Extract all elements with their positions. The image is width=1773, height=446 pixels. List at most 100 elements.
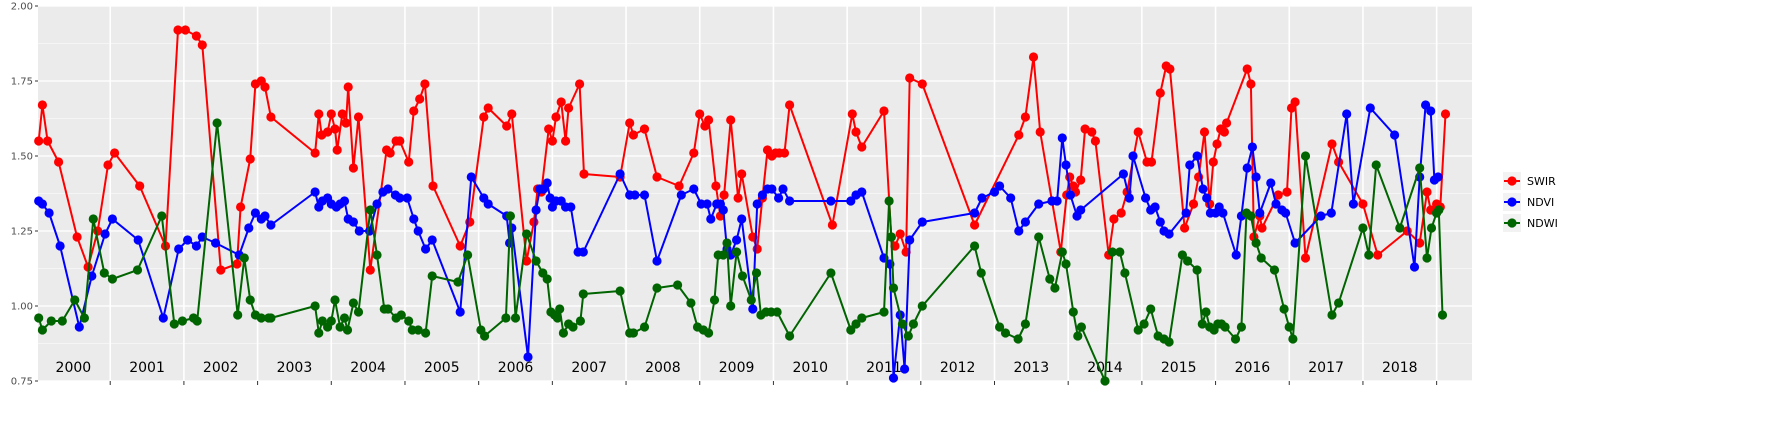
y-tick-label: 1.00 xyxy=(11,302,33,313)
ndwi-point xyxy=(335,322,345,332)
ndwi-point xyxy=(1100,376,1110,386)
ndvi-point xyxy=(1128,151,1138,161)
ndwi-point xyxy=(1197,319,1207,329)
ndwi-point xyxy=(718,250,728,260)
ndvi-point xyxy=(888,373,899,383)
swir-point xyxy=(404,157,414,167)
year-label: 2010 xyxy=(792,360,828,376)
swir-point xyxy=(1208,157,1218,167)
ndwi-point xyxy=(1334,298,1344,308)
swir-point xyxy=(625,118,635,128)
y-tick-label: 0.75 xyxy=(11,377,33,388)
ndvi-point xyxy=(702,199,712,209)
swir-point xyxy=(1109,214,1119,224)
swir-point xyxy=(507,109,517,119)
ndwi-point xyxy=(317,316,327,326)
ndvi-point xyxy=(1326,208,1336,218)
swir-point xyxy=(326,109,336,119)
ndwi-point xyxy=(686,298,696,308)
swir-point xyxy=(310,148,320,158)
ndwi-point xyxy=(177,316,187,326)
ndwi-point xyxy=(157,211,167,221)
swir-point xyxy=(1246,79,1256,89)
ndvi-point xyxy=(1390,130,1400,140)
swir-point xyxy=(1327,139,1337,149)
swir-point xyxy=(556,97,566,107)
swir-point xyxy=(314,109,324,119)
ndwi-point xyxy=(79,313,89,323)
swir-point xyxy=(1028,52,1039,62)
ndwi-point xyxy=(908,319,919,329)
swir-point xyxy=(726,115,736,125)
ndwi-point xyxy=(1115,247,1125,257)
swir-point xyxy=(483,103,493,113)
ndwi-point xyxy=(1279,304,1289,314)
ndvi-point xyxy=(1281,208,1291,218)
ndwi-point xyxy=(330,295,340,305)
ndwi-point xyxy=(1284,322,1294,332)
ndwi-point xyxy=(413,325,423,335)
ndwi-point xyxy=(884,196,894,206)
ndwi-point xyxy=(1120,268,1130,278)
ndwi-point xyxy=(903,331,913,341)
ndwi-point xyxy=(726,301,736,311)
ndwi-point xyxy=(886,232,896,242)
swir-point xyxy=(1133,127,1143,137)
swir-point xyxy=(365,265,375,275)
swir-point xyxy=(733,193,743,203)
ndvi-point xyxy=(421,244,431,254)
ndwi-point xyxy=(1300,151,1311,161)
ndwi-point xyxy=(1364,250,1374,260)
ndwi-point xyxy=(107,274,117,284)
ndwi-point xyxy=(846,325,856,335)
ndwi-point xyxy=(34,313,44,323)
swir-point xyxy=(353,112,364,122)
ndvi-point xyxy=(266,220,276,230)
ndvi-point xyxy=(718,205,728,215)
ndwi-point xyxy=(1201,307,1211,317)
ndvi-point xyxy=(639,190,650,200)
swir-point xyxy=(348,163,358,173)
legend-key-point xyxy=(1507,197,1517,207)
swir-point xyxy=(575,79,585,89)
swir-point xyxy=(1199,127,1210,137)
ndvi-point xyxy=(630,190,640,200)
swir-point xyxy=(1300,253,1311,263)
swir-point xyxy=(1087,127,1097,137)
ndvi-point xyxy=(767,184,777,194)
swir-point xyxy=(719,190,729,200)
ndwi-point xyxy=(746,295,756,305)
ndvi-point xyxy=(250,208,260,218)
year-label: 2000 xyxy=(56,360,92,376)
swir-point xyxy=(561,136,571,146)
swir-point xyxy=(785,100,795,110)
ndvi-point xyxy=(1061,160,1071,170)
swir-point xyxy=(564,103,574,113)
ndvi-point xyxy=(339,196,350,206)
swir-point xyxy=(1146,157,1157,167)
ndwi-point xyxy=(704,328,714,338)
swir-point xyxy=(1440,109,1451,119)
swir-point xyxy=(547,136,558,146)
ndvi-point xyxy=(1218,208,1228,218)
ndwi-point xyxy=(46,316,56,326)
swir-point xyxy=(479,112,489,122)
swir-point xyxy=(674,181,684,191)
swir-point xyxy=(857,142,867,152)
ndvi-point xyxy=(1052,196,1062,206)
ndvi-point xyxy=(100,229,110,239)
legend-key-point xyxy=(1507,176,1517,186)
ndvi-point xyxy=(846,196,856,206)
ndvi-point xyxy=(174,244,184,254)
swir-point xyxy=(54,157,64,167)
ndwi-point xyxy=(1034,232,1044,242)
ndwi-point xyxy=(558,328,569,338)
swir-point xyxy=(551,112,561,122)
ndwi-point xyxy=(212,118,222,128)
ndvi-point xyxy=(1150,202,1160,212)
ndvi-point xyxy=(455,307,465,317)
swir-point xyxy=(337,109,347,119)
swir-point xyxy=(409,106,419,116)
ndwi-point xyxy=(310,301,320,311)
ndwi-point xyxy=(1177,250,1187,260)
